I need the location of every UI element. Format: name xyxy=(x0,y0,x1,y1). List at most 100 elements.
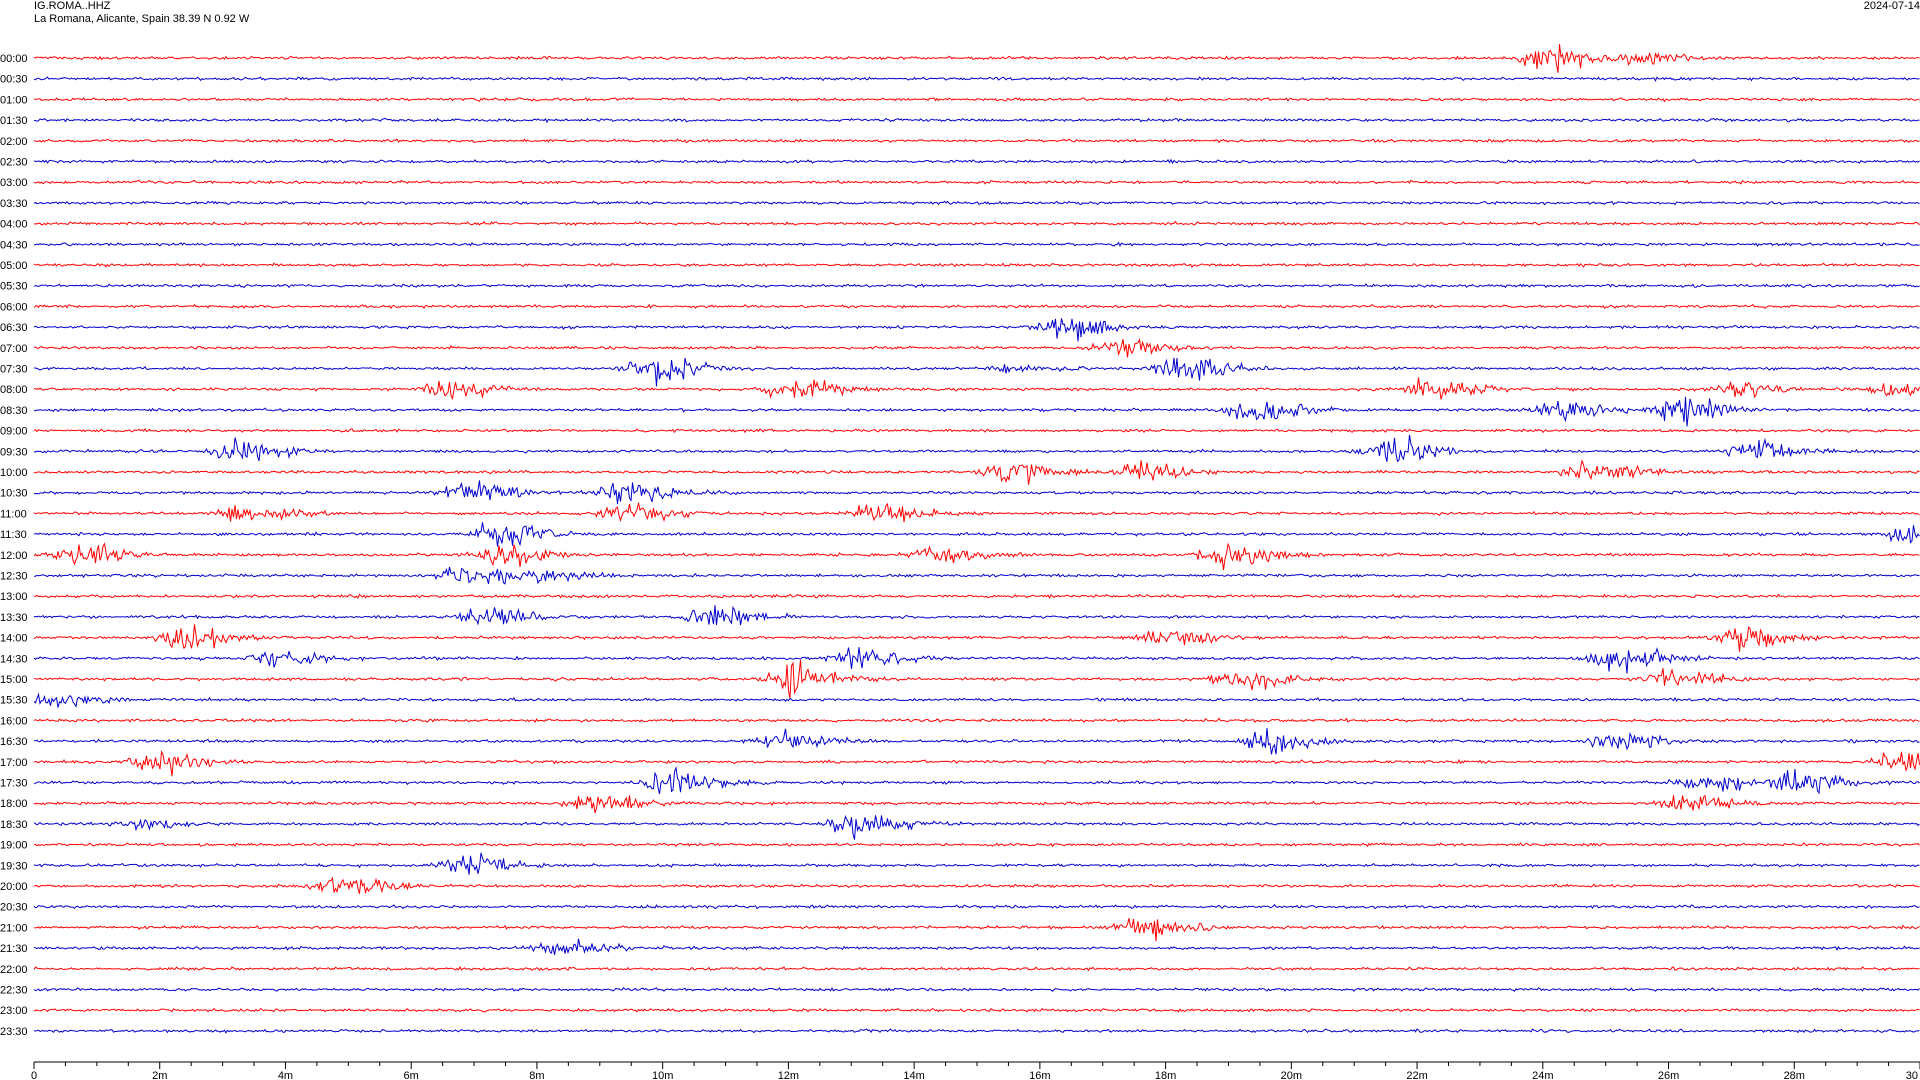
row-label: 08:30 xyxy=(0,405,28,417)
seismogram-trace xyxy=(33,480,1920,505)
seismogram-trace xyxy=(34,357,1920,387)
row-label: 23:30 xyxy=(0,1026,28,1038)
seismogram-trace xyxy=(33,427,1920,434)
row-label: 01:00 xyxy=(0,94,28,106)
trace-group xyxy=(33,44,1920,1034)
seismogram-trace xyxy=(33,262,1920,268)
row-label: 00:00 xyxy=(0,53,28,65)
row-label: 19:30 xyxy=(0,860,28,872)
seismogram-trace xyxy=(33,44,1920,73)
row-label: 20:00 xyxy=(0,881,28,893)
row-label: 18:00 xyxy=(0,798,28,810)
x-tick-label: 18m xyxy=(1155,1070,1176,1080)
seismogram-trace xyxy=(33,904,1920,910)
row-label: 08:00 xyxy=(0,384,28,396)
row-label: 00:30 xyxy=(0,74,28,86)
x-tick-label: 12m xyxy=(778,1070,799,1080)
row-label: 06:00 xyxy=(0,301,28,313)
x-tick-label: 6m xyxy=(404,1070,419,1080)
seismogram-trace xyxy=(33,241,1920,248)
row-labels: 00:00 00:30 01:00 01:30 02:00 02:30 03:00 03:30… xyxy=(0,53,28,1038)
seismogram-trace xyxy=(33,459,1920,485)
seismogram-trace xyxy=(33,938,1920,955)
seismogram-trace xyxy=(33,337,1920,358)
x-tick-label: 16m xyxy=(1029,1070,1050,1080)
seismogram-trace xyxy=(33,765,1920,795)
seismogram-trace xyxy=(33,377,1920,401)
seismogram-trace xyxy=(33,624,1920,652)
x-tick-label: 24m xyxy=(1532,1070,1553,1080)
row-label: 04:00 xyxy=(0,219,28,231)
row-label: 06:30 xyxy=(0,322,28,334)
seismogram-trace xyxy=(33,842,1920,848)
x-tick-label: 4m xyxy=(278,1070,293,1080)
plot-date: 2024-07-14 xyxy=(1863,0,1920,12)
row-label: 18:30 xyxy=(0,819,28,831)
row-label: 03:00 xyxy=(0,177,28,189)
seismogram-trace xyxy=(33,728,1920,755)
seismogram-trace xyxy=(33,318,1920,342)
seismogram-trace xyxy=(34,396,1920,427)
seismogram-trace xyxy=(33,750,1920,777)
seismogram-trace xyxy=(33,814,1920,840)
row-label: 19:00 xyxy=(0,840,28,852)
seismogram-trace xyxy=(33,1028,1920,1034)
x-axis: 0 2m 4m 6m 8m 10m 12m 14m 16m 18m 20m 22m 24m 26m 28m 3… xyxy=(31,1061,1920,1080)
seismogram-trace xyxy=(33,647,1920,674)
station-location: La Romana, Alicante, Spain 38.39 N 0.92 … xyxy=(34,13,250,25)
seismogram-trace xyxy=(33,660,1920,699)
seismogram-trace xyxy=(33,566,1920,585)
seismogram-trace xyxy=(33,502,1920,523)
seismogram-trace xyxy=(33,918,1920,942)
row-label: 10:30 xyxy=(0,488,28,500)
row-label: 14:00 xyxy=(0,633,28,645)
row-label: 15:30 xyxy=(0,695,28,707)
row-label: 15:00 xyxy=(0,674,28,686)
seismogram-trace xyxy=(33,1007,1920,1013)
row-label: 16:30 xyxy=(0,736,28,748)
row-label: 12:30 xyxy=(0,571,28,583)
row-label: 02:00 xyxy=(0,136,28,148)
row-label: 07:30 xyxy=(0,364,28,376)
seismogram-trace xyxy=(33,434,1920,463)
row-label: 16:00 xyxy=(0,715,28,727)
row-label: 10:00 xyxy=(0,467,28,479)
seismogram-trace xyxy=(33,200,1920,206)
seismogram-trace xyxy=(33,852,1920,875)
x-tick-label: 10m xyxy=(652,1070,673,1080)
seismogram-trace xyxy=(34,522,1920,547)
row-label: 04:30 xyxy=(0,239,28,251)
row-label: 09:30 xyxy=(0,446,28,458)
row-label: 03:30 xyxy=(0,198,28,210)
seismogram-trace xyxy=(33,158,1920,165)
x-tick-label: 22m xyxy=(1406,1070,1427,1080)
x-tick-label: 20m xyxy=(1281,1070,1302,1080)
x-tick-label: 28m xyxy=(1784,1070,1805,1080)
row-label: 21:00 xyxy=(0,922,28,934)
seismogram-trace xyxy=(33,97,1920,103)
seismogram-trace xyxy=(33,986,1920,992)
x-tick-label: 26m xyxy=(1658,1070,1679,1080)
seismogram-trace xyxy=(33,794,1920,815)
station-id: IG.ROMA..HHZ xyxy=(34,0,111,12)
x-tick-label: 2m xyxy=(152,1070,167,1080)
seismogram-trace xyxy=(33,220,1920,227)
row-label: 22:00 xyxy=(0,964,28,976)
row-label: 21:30 xyxy=(0,943,28,955)
row-label: 11:30 xyxy=(0,529,27,541)
x-tick-label: 0 xyxy=(31,1070,37,1080)
row-label: 13:00 xyxy=(0,591,28,603)
seismogram-trace xyxy=(33,876,1920,894)
row-label: 11:00 xyxy=(0,508,27,520)
row-label: 13:30 xyxy=(0,612,28,624)
row-label: 22:30 xyxy=(0,985,28,997)
seismogram-trace xyxy=(33,717,1920,724)
row-label: 20:30 xyxy=(0,902,28,914)
seismogram-trace xyxy=(33,692,1920,708)
seismogram-trace xyxy=(33,179,1920,185)
x-tick-label: 14m xyxy=(903,1070,924,1080)
seismogram-trace xyxy=(33,76,1920,82)
seismogram-trace xyxy=(33,542,1920,571)
seismogram-trace xyxy=(33,605,1920,626)
row-label: 02:30 xyxy=(0,157,28,169)
